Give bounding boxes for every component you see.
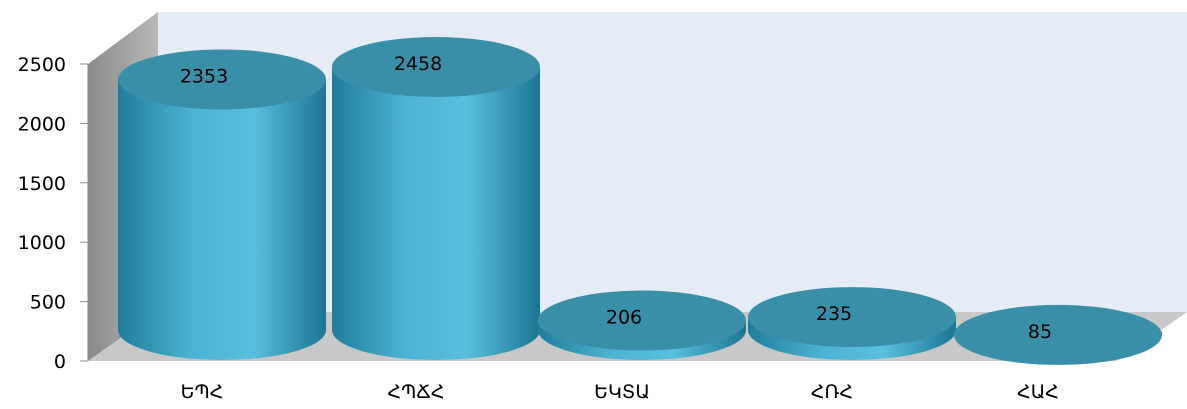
y-tick-label: 0: [54, 351, 66, 373]
category-label: ԵՊՀ: [181, 381, 224, 403]
data-label: 206: [606, 307, 642, 329]
bar-cylinder: [332, 36, 540, 361]
category-label: ՀՌՀ: [811, 381, 853, 403]
data-label: 2353: [180, 65, 228, 87]
y-tick-label: 2000: [18, 113, 66, 135]
bar-body: [332, 66, 540, 361]
category-label: ԵԿՏԱ: [594, 381, 650, 403]
bar-body: [118, 79, 326, 361]
bar-top: [118, 49, 326, 110]
bar-top: [332, 36, 540, 97]
labels: 2353 ԵՊՀ 2458 ՀՊՃՀ 206 ԵԿՏԱ 235 ՀՌՀ 85 ՀԱՀ: [180, 53, 1059, 403]
bar-cylinder: [748, 287, 956, 360]
bar-cylinder: [538, 290, 746, 360]
y-tick-label: 1500: [18, 173, 66, 195]
bar-top: [538, 290, 746, 351]
bar-cylinder: [954, 304, 1162, 365]
category-label: ՀԱՀ: [1017, 381, 1059, 403]
data-label: 85: [1028, 321, 1052, 343]
y-tick-label: 2500: [18, 54, 66, 76]
y-tick-label: 500: [30, 292, 66, 314]
bar-cylinder: [118, 49, 326, 361]
bars: [118, 36, 1162, 365]
bar-top: [954, 304, 1162, 365]
y-tick-label: 1000: [18, 232, 66, 254]
data-label: 2458: [394, 53, 442, 75]
bar-top: [748, 287, 956, 348]
y-axis: 0 500 1000 1500 2000 2500: [18, 54, 89, 373]
data-label: 235: [816, 303, 852, 325]
category-label: ՀՊՃՀ: [388, 381, 445, 403]
